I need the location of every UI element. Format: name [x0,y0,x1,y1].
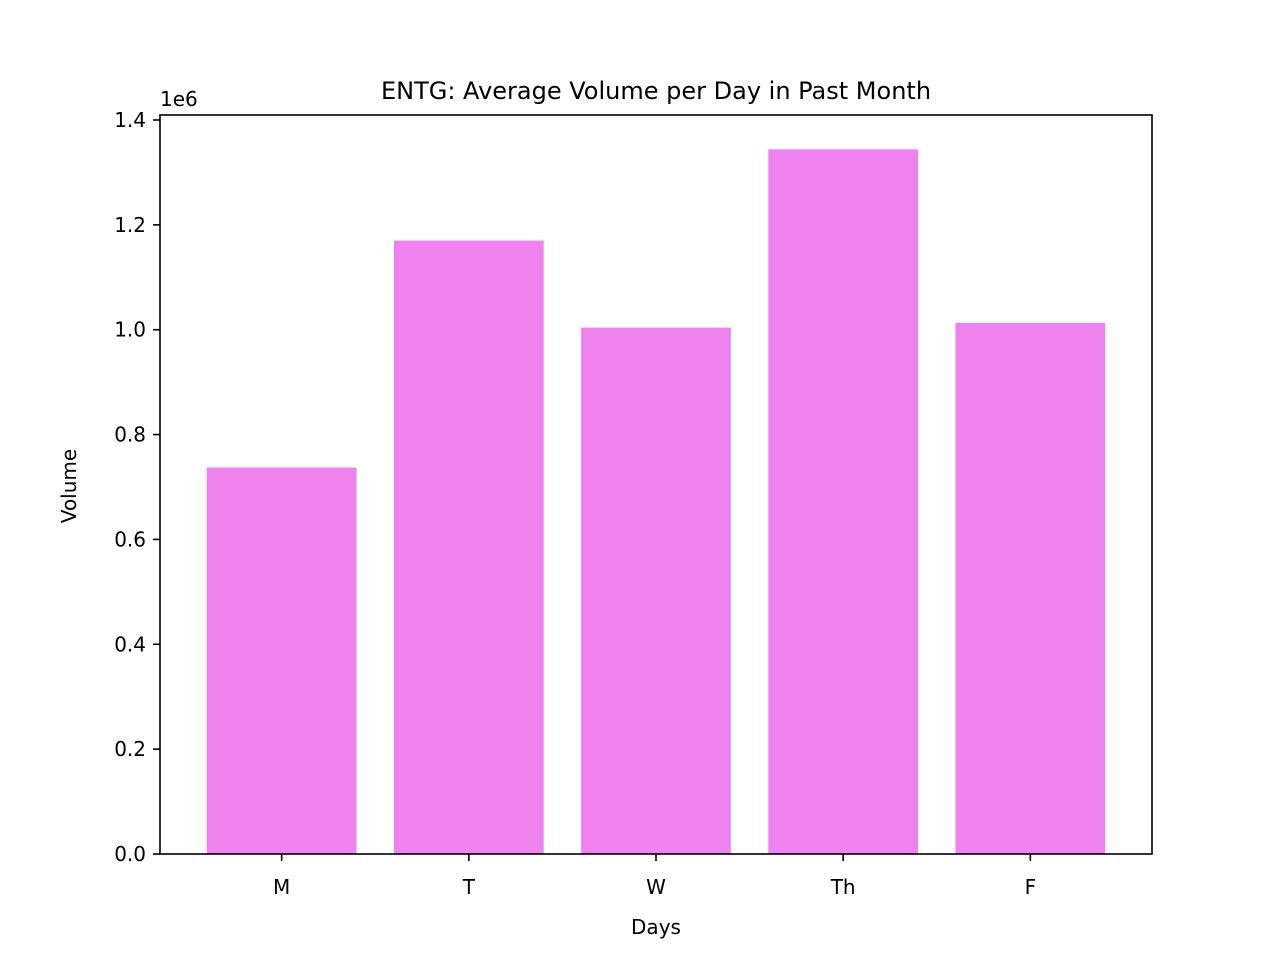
bar-w [581,327,731,854]
y-tick-label: 1.2 [114,213,146,237]
y-tick-label: 1.4 [114,108,146,132]
chart-title: ENTG: Average Volume per Day in Past Mon… [381,77,931,105]
x-axis-label: Days [631,915,681,939]
bar-t [393,240,544,855]
y-ticks-group: 0.0 0.2 0.4 0.6 0.8 1.0 1.2 1.4 [114,108,160,866]
x-tick-label-f: F [1025,875,1037,899]
y-tick-label: 0.8 [114,423,146,447]
y-tick-label: 0.4 [114,632,146,656]
x-ticks-group: M T W Th F [273,854,1036,899]
y-tick-label: 0.6 [114,527,146,551]
y-tick-label: 0.0 [114,842,146,866]
bar-th [768,149,919,855]
x-tick-label-m: M [273,875,290,899]
y-tick-label: 1.0 [114,318,146,342]
plot-frame [159,114,1153,855]
x-tick-label-w: W [646,875,666,899]
bar-m [206,467,357,854]
bars-group [206,149,1106,855]
y-axis-label: Volume [57,449,81,523]
bar-f [955,322,1106,854]
y-offset-label: 1e6 [160,87,198,111]
x-tick-label-th: Th [830,875,856,899]
x-tick-label-t: T [462,875,476,899]
y-tick-label: 0.2 [114,737,146,761]
